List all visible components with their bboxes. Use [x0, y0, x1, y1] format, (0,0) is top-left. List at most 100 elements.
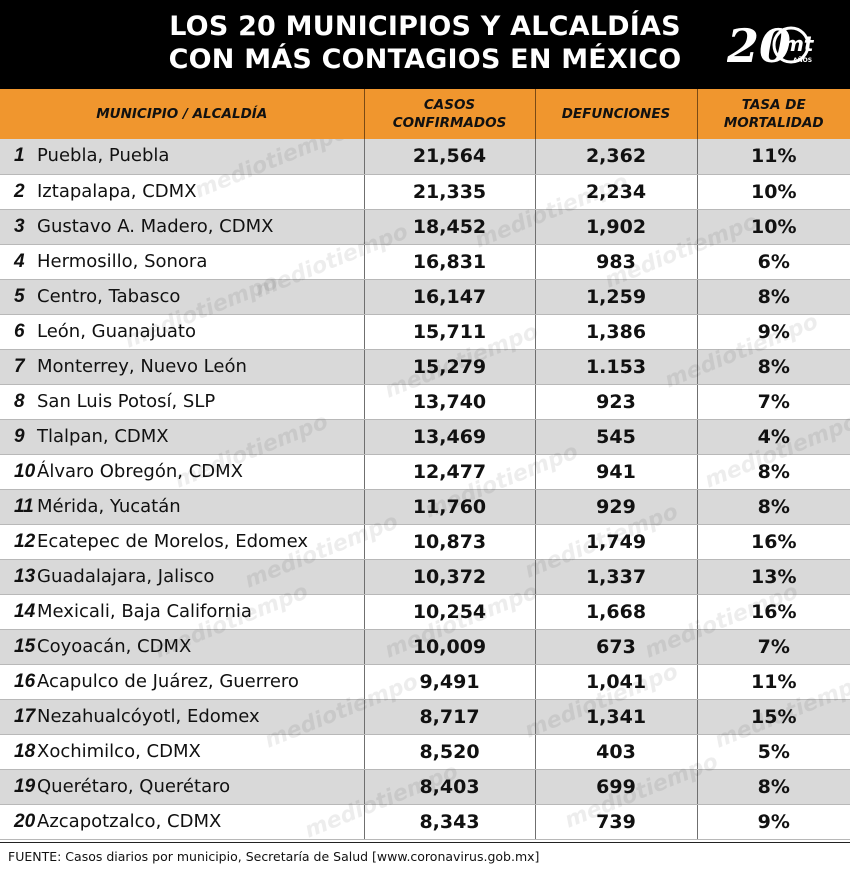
page-title: LOS 20 MUNICIPIOS Y ALCALDÍAS CON MÁS CO… [0, 10, 850, 76]
confirmed-cases-cell: 8,403 [363, 769, 535, 805]
rank-number: 16 [14, 670, 36, 692]
table-row: 8 San Luis Potosí, SLP 13,740 923 7% [0, 384, 850, 420]
rank-number: 5 [14, 285, 25, 307]
deaths-cell: 403 [534, 734, 697, 770]
municipality-cell: 15 Coyoacán, CDMX [0, 629, 364, 665]
mortality-rate-cell: 9% [696, 804, 850, 840]
source-footer: FUENTE: Casos diarios por municipio, Sec… [0, 842, 850, 870]
table-row: 13 Guadalajara, Jalisco 10,372 1,337 13% [0, 559, 850, 595]
rank-number: 10 [14, 460, 36, 482]
mortality-rate-cell: 15% [696, 699, 850, 735]
table-row: 16 Acapulco de Juárez, Guerrero 9,491 1,041… [0, 664, 850, 700]
rank-number: 11 [14, 495, 34, 517]
deaths-cell: 923 [534, 384, 697, 420]
confirmed-cases-cell: 8,717 [363, 699, 535, 735]
municipality-cell: 11 Mérida, Yucatán [0, 489, 364, 525]
table-row: 20 Azcapotzalco, CDMX 8,343 739 9% [0, 804, 850, 840]
rank-number: 20 [14, 810, 36, 832]
municipality-cell: 7 Monterrey, Nuevo León [0, 349, 364, 385]
deaths-cell: 1,259 [534, 279, 697, 315]
rank-number: 14 [14, 600, 36, 622]
deaths-cell: 1,749 [534, 524, 697, 560]
mortality-rate-cell: 13% [696, 559, 850, 595]
municipality-name: Coyoacán, CDMX [37, 635, 192, 657]
confirmed-cases-cell: 16,831 [363, 244, 535, 280]
mortality-rate-cell: 8% [696, 489, 850, 525]
confirmed-cases-cell: 18,452 [363, 209, 535, 245]
deaths-cell: 2,234 [534, 174, 697, 210]
confirmed-cases-cell: 8,520 [363, 734, 535, 770]
municipality-cell: 5 Centro, Tabasco [0, 279, 364, 315]
deaths-cell: 739 [534, 804, 697, 840]
municipality-name: Monterrey, Nuevo León [37, 355, 247, 377]
confirmed-cases-cell: 15,711 [363, 314, 535, 350]
rank-number: 9 [14, 425, 25, 447]
deaths-cell: 1,386 [534, 314, 697, 350]
rank-number: 2 [14, 180, 25, 202]
confirmed-cases-cell: 15,279 [363, 349, 535, 385]
rank-number: 7 [14, 355, 25, 377]
rank-number: 17 [14, 705, 36, 727]
table-row: 1 Puebla, Puebla 21,564 2,362 11% [0, 139, 850, 175]
title-line-1: LOS 20 MUNICIPIOS Y ALCALDÍAS [169, 11, 681, 42]
municipality-name: San Luis Potosí, SLP [37, 390, 216, 412]
confirmed-cases-cell: 10,873 [363, 524, 535, 560]
rank-number: 18 [14, 740, 36, 762]
rank-number: 13 [14, 565, 36, 587]
municipality-name: Álvaro Obregón, CDMX [37, 460, 243, 482]
column-header-mortality-rate-line-2: MORTALIDAD [723, 115, 824, 131]
municipality-cell: 20 Azcapotzalco, CDMX [0, 804, 364, 840]
confirmed-cases-cell: 9,491 [363, 664, 535, 700]
table-row: 10 Álvaro Obregón, CDMX 12,477 941 8% [0, 454, 850, 490]
table-row: 19 Querétaro, Querétaro 8,403 699 8% [0, 769, 850, 805]
mortality-rate-cell: 16% [696, 594, 850, 630]
mortality-rate-cell: 6% [696, 244, 850, 280]
confirmed-cases-cell: 21,335 [363, 174, 535, 210]
mortality-rate-cell: 10% [696, 174, 850, 210]
column-header-confirmed-cases-line-2: CONFIRMADOS [392, 115, 507, 131]
deaths-cell: 545 [534, 419, 697, 455]
deaths-cell: 983 [534, 244, 697, 280]
municipality-name: Mérida, Yucatán [37, 495, 181, 517]
municipality-cell: 13 Guadalajara, Jalisco [0, 559, 364, 595]
rank-number: 4 [14, 250, 25, 272]
column-header-confirmed-cases-line-1: CASOS [423, 97, 476, 113]
logo-number: 20 [727, 19, 791, 73]
municipality-cell: 19 Querétaro, Querétaro [0, 769, 364, 805]
municipality-cell: 8 San Luis Potosí, SLP [0, 384, 364, 420]
municipality-cell: 18 Xochimilco, CDMX [0, 734, 364, 770]
mortality-rate-cell: 11% [696, 664, 850, 700]
title-line-2: CON MÁS CONTAGIOS EN MÉXICO [168, 44, 682, 75]
confirmed-cases-cell: 10,372 [363, 559, 535, 595]
table-row: 14 Mexicali, Baja California 10,254 1,668 16… [0, 594, 850, 630]
deaths-cell: 2,362 [534, 139, 697, 175]
municipality-cell: 12 Ecatepec de Morelos, Edomex [0, 524, 364, 560]
confirmed-cases-cell: 13,469 [363, 419, 535, 455]
mortality-rate-cell: 9% [696, 314, 850, 350]
municipality-name: Tlalpan, CDMX [37, 425, 169, 447]
municipality-name: Puebla, Puebla [37, 145, 170, 167]
municipality-name: Centro, Tabasco [37, 285, 181, 307]
confirmed-cases-cell: 10,009 [363, 629, 535, 665]
deaths-cell: 1,668 [534, 594, 697, 630]
confirmed-cases-cell: 12,477 [363, 454, 535, 490]
confirmed-cases-cell: 8,343 [363, 804, 535, 840]
mortality-rate-cell: 11% [696, 139, 850, 175]
table-header-row: MUNICIPIO / ALCALDÍA CASOS CONFIRMADOS D… [0, 89, 850, 139]
confirmed-cases-cell: 11,760 [363, 489, 535, 525]
municipality-name: Nezahualcóyotl, Edomex [37, 705, 260, 727]
rank-number: 12 [14, 530, 36, 552]
municipality-cell: 6 León, Guanajuato [0, 314, 364, 350]
deaths-cell: 1,337 [534, 559, 697, 595]
rank-number: 1 [14, 145, 25, 167]
deaths-cell: 929 [534, 489, 697, 525]
logo-sub: AÑOS [793, 57, 812, 64]
municipality-cell: 2 Iztapalapa, CDMX [0, 174, 364, 210]
municipality-cell: 9 Tlalpan, CDMX [0, 419, 364, 455]
logo-mark: mt [783, 32, 815, 56]
municipality-cell: 10 Álvaro Obregón, CDMX [0, 454, 364, 490]
municipality-name: Azcapotzalco, CDMX [37, 810, 222, 832]
table-row: 5 Centro, Tabasco 16,147 1,259 8% [0, 279, 850, 315]
municipality-name: Iztapalapa, CDMX [37, 180, 197, 202]
municipality-name: León, Guanajuato [37, 320, 196, 342]
